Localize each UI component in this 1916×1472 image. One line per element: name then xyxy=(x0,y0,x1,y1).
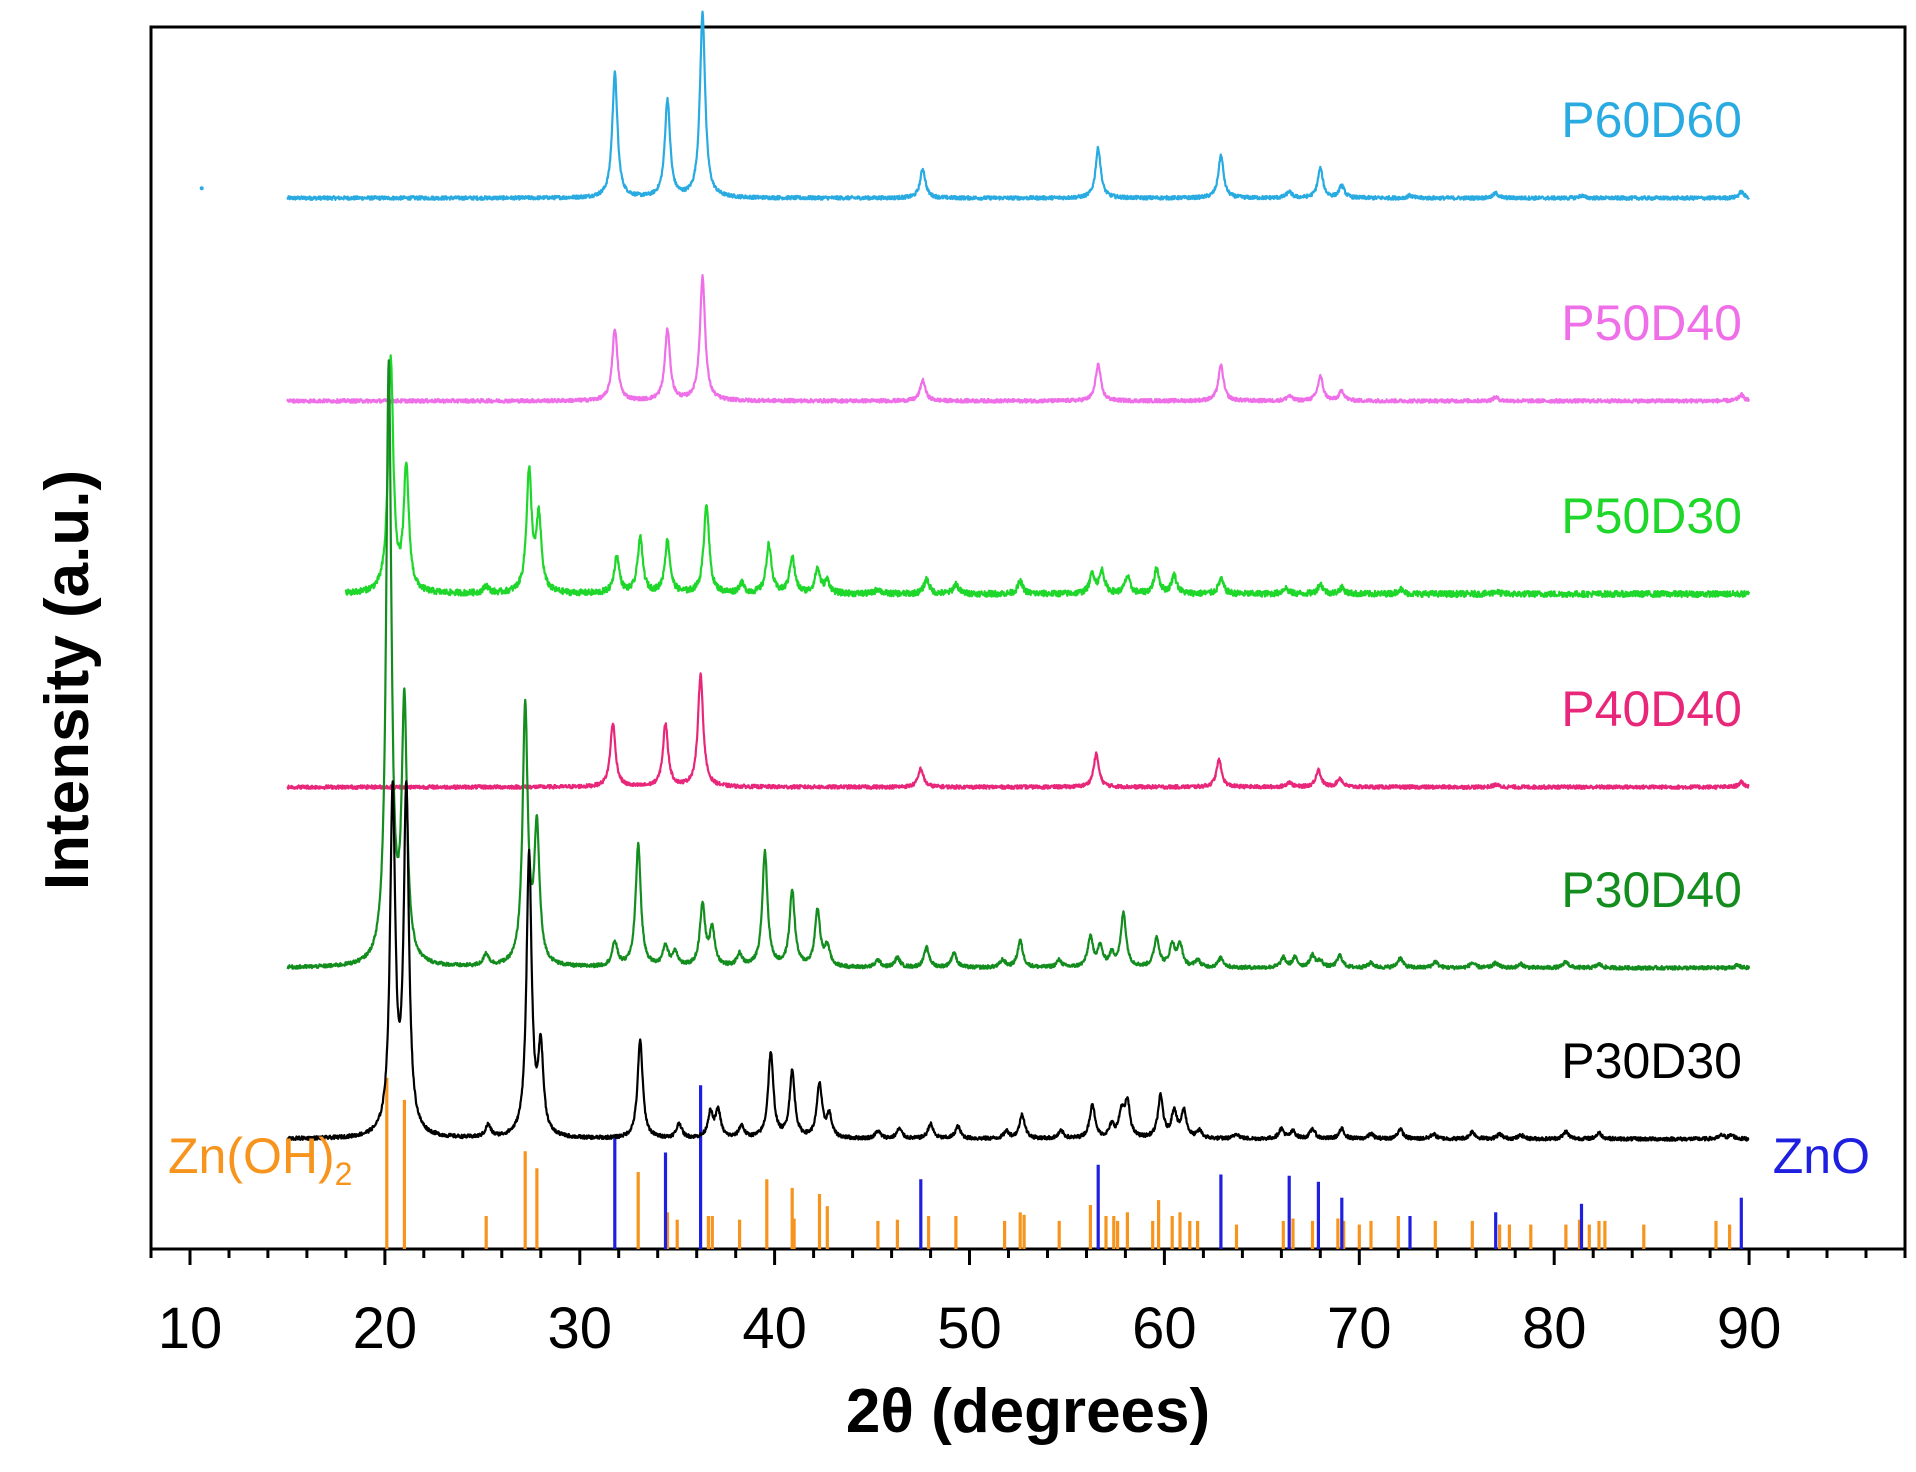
x-tick-label: 10 xyxy=(158,1296,223,1361)
series-line-p60d60 xyxy=(286,10,1751,201)
series-label-p30d30: P30D30 xyxy=(1561,1033,1742,1089)
series-label-p60d60: P60D60 xyxy=(1561,92,1742,148)
series-label-p50d40: P50D40 xyxy=(1561,295,1742,351)
x-tick-label: 20 xyxy=(353,1296,418,1361)
x-axis: 10 20 30 40 50 60 70 80 90 xyxy=(149,1249,1907,1361)
y-axis-title: Intensity (a.u.) xyxy=(33,470,102,890)
x-tick-label: 80 xyxy=(1522,1296,1587,1361)
series-line-p40d40 xyxy=(286,672,1750,790)
x-tick-label: 50 xyxy=(937,1296,1002,1361)
series-label-p30d40: P30D40 xyxy=(1561,862,1742,918)
reference-label-zno: ZnO xyxy=(1773,1128,1870,1184)
x-tick-label: 40 xyxy=(742,1296,807,1361)
series-line-p50d40 xyxy=(286,274,1751,404)
stray-data-point xyxy=(199,186,204,191)
series-traces xyxy=(199,10,1751,1142)
series-line-p50d30 xyxy=(344,354,1751,599)
reference-label-znoh2: Zn(OH)2 xyxy=(168,1128,352,1192)
x-tick-label: 70 xyxy=(1327,1296,1392,1361)
series-labels: P60D60 P50D40 P50D30 P40D40 P30D40 P30D30 Zn(O… xyxy=(168,92,1870,1192)
series-line-p30d30 xyxy=(286,780,1750,1142)
x-axis-title: 2θ (degrees) xyxy=(846,1377,1210,1446)
x-tick-label: 60 xyxy=(1132,1296,1197,1361)
series-label-p40d40: P40D40 xyxy=(1561,681,1742,737)
x-tick-label: 30 xyxy=(548,1296,613,1361)
reference-patterns xyxy=(385,1077,1743,1249)
plot-frame xyxy=(149,25,1907,1251)
x-tick-label: 90 xyxy=(1717,1296,1782,1361)
series-line-p30d40 xyxy=(286,359,1751,971)
series-label-p50d30: P50D30 xyxy=(1561,488,1742,544)
